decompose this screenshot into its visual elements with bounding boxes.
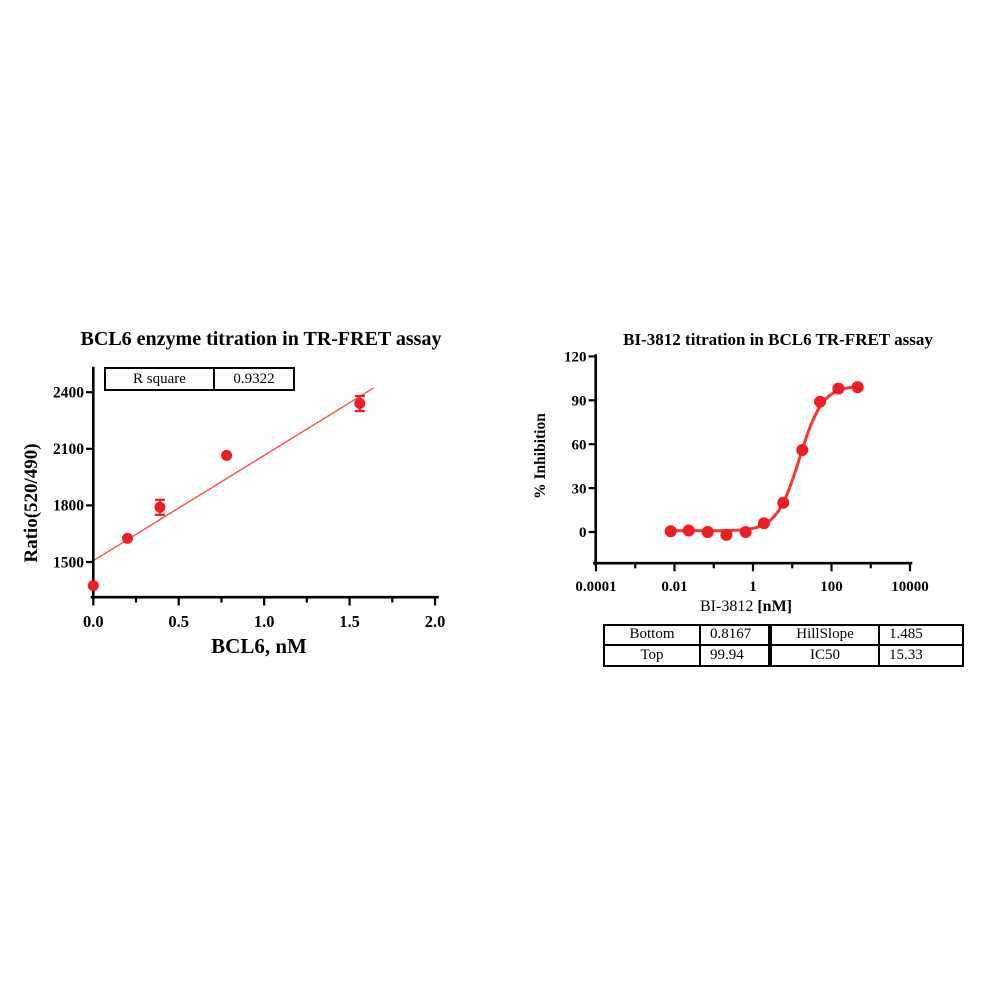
data-point: [121, 532, 133, 544]
right-y-tick-label: 30: [572, 481, 587, 497]
right-y-tick-label: 0: [579, 525, 587, 541]
fit-param-name: Bottom: [605, 626, 701, 646]
fit-line: [92, 387, 374, 562]
right-x-axis-compound: BI-3812: [700, 598, 754, 615]
left-y-tick-label: 2400: [53, 384, 84, 401]
data-point: [354, 398, 366, 410]
left-x-tick-label: 1.5: [339, 612, 360, 631]
right-x-tick-label: 0.0001: [575, 579, 616, 595]
right-x-tick-label: 10000: [891, 579, 929, 595]
right-y-tick-label: 60: [572, 437, 587, 453]
fit-param-value: 15.33: [889, 646, 923, 663]
fit-parameters-table: Bottom 0.8167 HillSlope 1.485 Top 99.94 …: [603, 624, 964, 667]
data-point: [777, 496, 790, 509]
fit-param-name: HillSlope: [772, 626, 880, 646]
left-chart-title: BCL6 enzyme titration in TR-FRET assay: [80, 328, 442, 350]
data-point: [757, 517, 770, 530]
left-y-axis-label: Ratio(520/490): [21, 443, 42, 563]
right-y-axis-label: % Inhibition: [532, 413, 549, 499]
fit-param-name: Top: [605, 645, 701, 665]
data-point: [720, 528, 733, 541]
left-x-tick-label: 2.0: [425, 612, 446, 631]
data-point: [832, 382, 845, 395]
fit-param-name: IC50: [772, 645, 880, 665]
fit-curve: [669, 385, 860, 533]
r-square-table: R square 0.9322: [104, 367, 295, 391]
data-point: [851, 381, 864, 394]
data-point: [796, 444, 809, 457]
right-x-tick-label: 1: [749, 579, 757, 595]
r-square-value: 0.9322: [233, 371, 275, 387]
fit-param-value: 1.485: [880, 626, 962, 646]
right-y-tick-label: 90: [572, 394, 587, 410]
data-point: [701, 526, 714, 538]
left-x-tick-label: 0.0: [83, 612, 104, 631]
data-point: [87, 580, 99, 592]
right-x-axis-unit: [nM]: [757, 598, 792, 615]
left-x-tick-label: 0.5: [168, 612, 189, 631]
left-y-tick-label: 2100: [53, 441, 84, 458]
data-point: [221, 449, 233, 461]
right-x-tick-label: 100: [820, 579, 843, 595]
right-chart-title: BI-3812 titration in BCL6 TR-FRET assay: [623, 330, 933, 349]
r-square-label: R square: [106, 369, 215, 389]
left-x-tick-label: 1.0: [254, 612, 275, 631]
fit-param-value: 99.94: [701, 645, 772, 665]
data-point: [664, 525, 677, 538]
left-y-tick-label: 1500: [53, 554, 84, 571]
data-point: [154, 501, 166, 513]
data-point: [814, 395, 827, 408]
left-x-axis-label: BCL6, nM: [211, 634, 307, 658]
left-y-tick-label: 1800: [53, 498, 84, 515]
right-x-tick-label: 0.01: [661, 579, 687, 595]
right-x-axis-label: BI-3812 [nM]: [700, 598, 792, 616]
right-y-tick-label: 120: [564, 350, 587, 366]
data-point: [739, 526, 752, 538]
fit-param-value: 0.8167: [701, 626, 772, 646]
data-point: [682, 524, 695, 537]
